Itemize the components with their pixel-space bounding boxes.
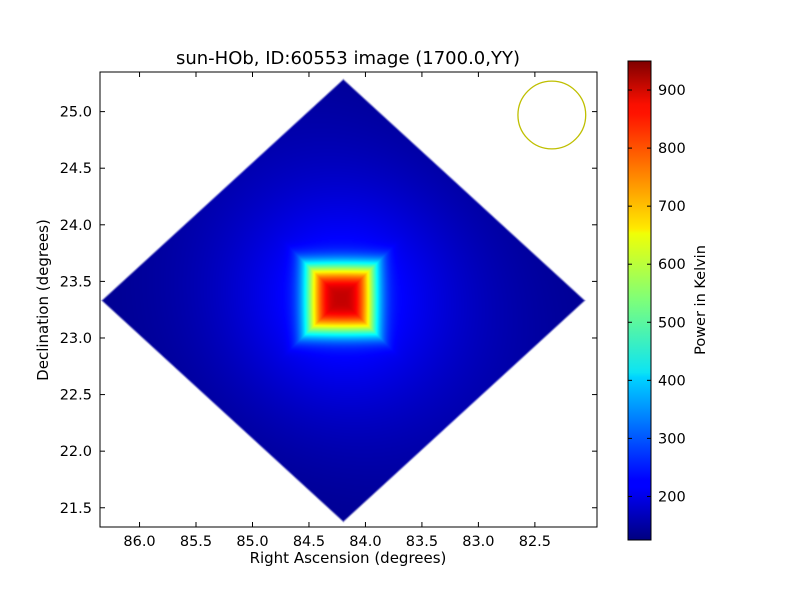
colorbar-frame [627,60,652,541]
y-tick-label: 22.5 [60,388,92,404]
chart-title: sun-HOb, ID:60553 image (1700.0,YY) [176,48,520,69]
x-axis-ticks: 86.0 85.5 85.0 84.5 84.0 83.5 83.0 82.5 [123,72,551,550]
colorbar-gradient [628,61,651,540]
colorbar-tick-label: 600 [658,257,686,273]
colorbar-tick-label: 700 [658,199,686,215]
y-tick-label: 22.0 [60,444,92,460]
x-tick-label: 82.5 [519,534,551,550]
x-tick-label: 84.5 [293,534,325,550]
y-tick-label: 24.0 [60,218,92,234]
colorbar-tick-label: 200 [658,489,686,505]
heatmap-raster [100,72,597,527]
x-tick-label: 83.0 [462,534,494,550]
y-tick-label: 21.5 [60,501,92,517]
y-tick-label: 23.0 [60,331,92,347]
beam-circle [517,80,587,150]
colorbar-tick-label: 900 [658,83,686,99]
x-tick-label: 84.0 [349,534,381,550]
plot-frame [99,71,598,528]
y-tick-label: 25.0 [60,105,92,121]
colorbar-tick-label: 500 [658,315,686,331]
colorbar-ticks: 200 300 400 500 600 700 800 900 [628,83,686,505]
colorbar-tick-label: 400 [658,373,686,389]
colorbar-tick-label: 800 [658,141,686,157]
x-tick-label: 83.5 [406,534,438,550]
heatmap-image [100,72,597,527]
colorbar-tick-label: 300 [658,431,686,447]
y-tick-label: 23.5 [60,274,92,290]
x-axis-label: Right Ascension (degrees) [250,549,447,567]
colorbar-label: Power in Kelvin [693,245,709,355]
y-tick-label: 24.5 [60,161,92,177]
x-tick-label: 86.0 [123,534,155,550]
x-tick-label: 85.0 [236,534,268,550]
y-axis-label: Declination (degrees) [34,219,52,381]
y-axis-ticks: 21.5 22.0 22.5 23.0 23.5 24.0 24.5 25.0 [60,105,597,517]
x-tick-label: 85.5 [180,534,212,550]
